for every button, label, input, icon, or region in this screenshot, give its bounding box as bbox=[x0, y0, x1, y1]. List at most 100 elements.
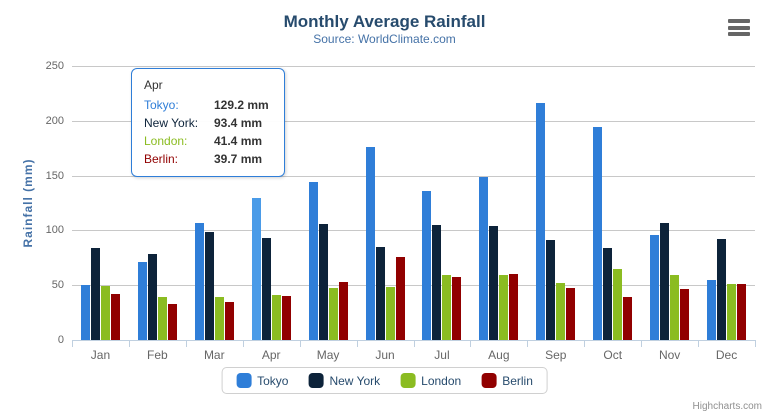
bar-berlin-feb[interactable] bbox=[167, 304, 177, 340]
bar-tokyo-dec[interactable] bbox=[707, 280, 717, 340]
bar-new-york-oct[interactable] bbox=[603, 248, 613, 340]
bar-london-nov[interactable] bbox=[670, 275, 680, 340]
x-axis-tick bbox=[300, 341, 301, 347]
export-menu-button[interactable] bbox=[728, 19, 750, 36]
bar-new-york-jun[interactable] bbox=[375, 247, 385, 340]
plot-area bbox=[72, 66, 755, 340]
bar-berlin-apr[interactable] bbox=[281, 296, 291, 340]
bar-london-oct[interactable] bbox=[613, 269, 623, 340]
y-axis-tick-label: 200 bbox=[45, 114, 64, 127]
x-axis-label-oct: Oct bbox=[603, 348, 623, 362]
x-axis-label-sep: Sep bbox=[545, 348, 567, 362]
gridline bbox=[72, 230, 755, 232]
x-axis-label-jan: Jan bbox=[90, 348, 111, 362]
credits-link[interactable]: Highcharts.com bbox=[692, 401, 762, 412]
x-axis-tick bbox=[755, 341, 756, 347]
column-group-oct bbox=[584, 66, 641, 340]
y-axis-tick-label: 50 bbox=[51, 279, 64, 292]
bar-berlin-dec[interactable] bbox=[737, 284, 747, 340]
column-group-sep bbox=[527, 66, 584, 340]
bar-tokyo-jun[interactable] bbox=[365, 147, 375, 340]
column-group-mar bbox=[186, 66, 243, 340]
column-group-aug bbox=[470, 66, 527, 340]
bar-tokyo-oct[interactable] bbox=[593, 127, 603, 340]
x-axis-label-jun: Jun bbox=[375, 348, 395, 362]
bar-tokyo-apr[interactable] bbox=[251, 198, 261, 340]
bar-tokyo-aug[interactable] bbox=[479, 177, 489, 340]
column-group-apr bbox=[243, 66, 300, 340]
bar-tokyo-jan[interactable] bbox=[80, 285, 90, 340]
x-axis-tick bbox=[641, 341, 642, 347]
bar-london-dec[interactable] bbox=[727, 284, 737, 340]
x-axis-label-mar: Mar bbox=[203, 348, 225, 362]
bar-london-may[interactable] bbox=[328, 288, 338, 340]
bar-london-jun[interactable] bbox=[385, 287, 395, 340]
bar-berlin-may[interactable] bbox=[338, 282, 348, 340]
bar-tokyo-jul[interactable] bbox=[422, 191, 432, 340]
x-axis-tick bbox=[243, 341, 244, 347]
x-axis-label-dec: Dec bbox=[715, 348, 738, 362]
gridline bbox=[72, 175, 755, 177]
bar-london-mar[interactable] bbox=[214, 297, 224, 340]
bar-new-york-may[interactable] bbox=[318, 224, 328, 340]
bar-new-york-feb[interactable] bbox=[147, 254, 157, 340]
chart-title: Monthly Average Rainfall bbox=[283, 12, 486, 31]
bar-new-york-aug[interactable] bbox=[489, 226, 499, 340]
tooltip-series-value: 129.2 mm bbox=[214, 98, 269, 112]
bar-new-york-sep[interactable] bbox=[546, 240, 556, 340]
gridline bbox=[72, 285, 755, 287]
bar-london-jan[interactable] bbox=[100, 286, 110, 340]
legend-item-london[interactable]: London bbox=[400, 373, 461, 388]
bar-london-sep[interactable] bbox=[556, 283, 566, 340]
column-group-feb bbox=[129, 66, 186, 340]
tooltip-series-label: New York: bbox=[144, 116, 199, 130]
bar-london-jul[interactable] bbox=[442, 275, 452, 340]
x-axis-label-apr: Apr bbox=[261, 348, 281, 362]
tooltip-row: New York: 93.4 mm bbox=[144, 114, 272, 132]
bar-new-york-mar[interactable] bbox=[204, 232, 214, 340]
bar-new-york-apr[interactable] bbox=[261, 238, 271, 340]
tooltip-series-value: 41.4 mm bbox=[214, 134, 263, 148]
bar-new-york-jan[interactable] bbox=[90, 248, 100, 340]
legend-item-tokyo[interactable]: Tokyo bbox=[236, 373, 288, 388]
tooltip-row: Tokyo: 129.2 mm bbox=[144, 96, 272, 114]
bar-tokyo-may[interactable] bbox=[308, 182, 318, 340]
y-axis-tick-label: 150 bbox=[45, 169, 64, 182]
bar-tokyo-feb[interactable] bbox=[137, 262, 147, 340]
bar-new-york-dec[interactable] bbox=[717, 239, 727, 340]
legend-item-new-york[interactable]: New York bbox=[308, 373, 380, 388]
bar-berlin-sep[interactable] bbox=[566, 288, 576, 340]
tooltip-series-label: Berlin: bbox=[144, 152, 179, 166]
bar-berlin-mar[interactable] bbox=[224, 302, 234, 340]
x-axis-label-aug: Aug bbox=[488, 348, 510, 362]
x-axis-tick bbox=[129, 341, 130, 347]
tooltip-series-label: London: bbox=[144, 134, 188, 148]
bar-berlin-nov[interactable] bbox=[680, 289, 690, 340]
bar-groups bbox=[72, 66, 755, 340]
bar-berlin-jul[interactable] bbox=[452, 277, 462, 340]
bar-tokyo-sep[interactable] bbox=[536, 103, 546, 340]
bar-berlin-jun[interactable] bbox=[395, 257, 405, 340]
tooltip-row: Berlin: 39.7 mm bbox=[144, 150, 272, 168]
x-axis-label-may: May bbox=[316, 348, 340, 362]
y-axis-tick-label: 100 bbox=[45, 224, 64, 237]
bar-london-aug[interactable] bbox=[499, 275, 509, 340]
bar-new-york-nov[interactable] bbox=[660, 223, 670, 340]
bar-berlin-oct[interactable] bbox=[623, 297, 633, 340]
legend-symbol-icon bbox=[308, 373, 324, 388]
x-axis-tick bbox=[698, 341, 699, 347]
hamburger-icon bbox=[728, 32, 750, 36]
bar-tokyo-mar[interactable] bbox=[194, 223, 204, 340]
bar-berlin-jan[interactable] bbox=[110, 294, 120, 340]
legend-label: New York bbox=[329, 373, 381, 388]
legend-symbol-icon bbox=[481, 373, 497, 388]
bar-new-york-jul[interactable] bbox=[432, 225, 442, 340]
column-group-dec bbox=[698, 66, 755, 340]
legend-item-berlin[interactable]: Berlin bbox=[481, 373, 533, 388]
bar-london-apr[interactable] bbox=[271, 295, 281, 340]
bar-tokyo-nov[interactable] bbox=[650, 235, 660, 340]
bar-berlin-aug[interactable] bbox=[509, 274, 519, 340]
legend-symbol-icon bbox=[400, 373, 416, 388]
gridline bbox=[72, 120, 755, 122]
bar-london-feb[interactable] bbox=[157, 297, 167, 340]
